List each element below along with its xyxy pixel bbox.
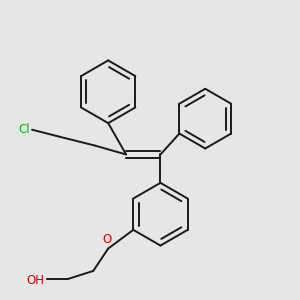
Text: O: O	[102, 232, 111, 246]
Text: Cl: Cl	[18, 123, 30, 136]
Text: OH: OH	[26, 274, 44, 287]
